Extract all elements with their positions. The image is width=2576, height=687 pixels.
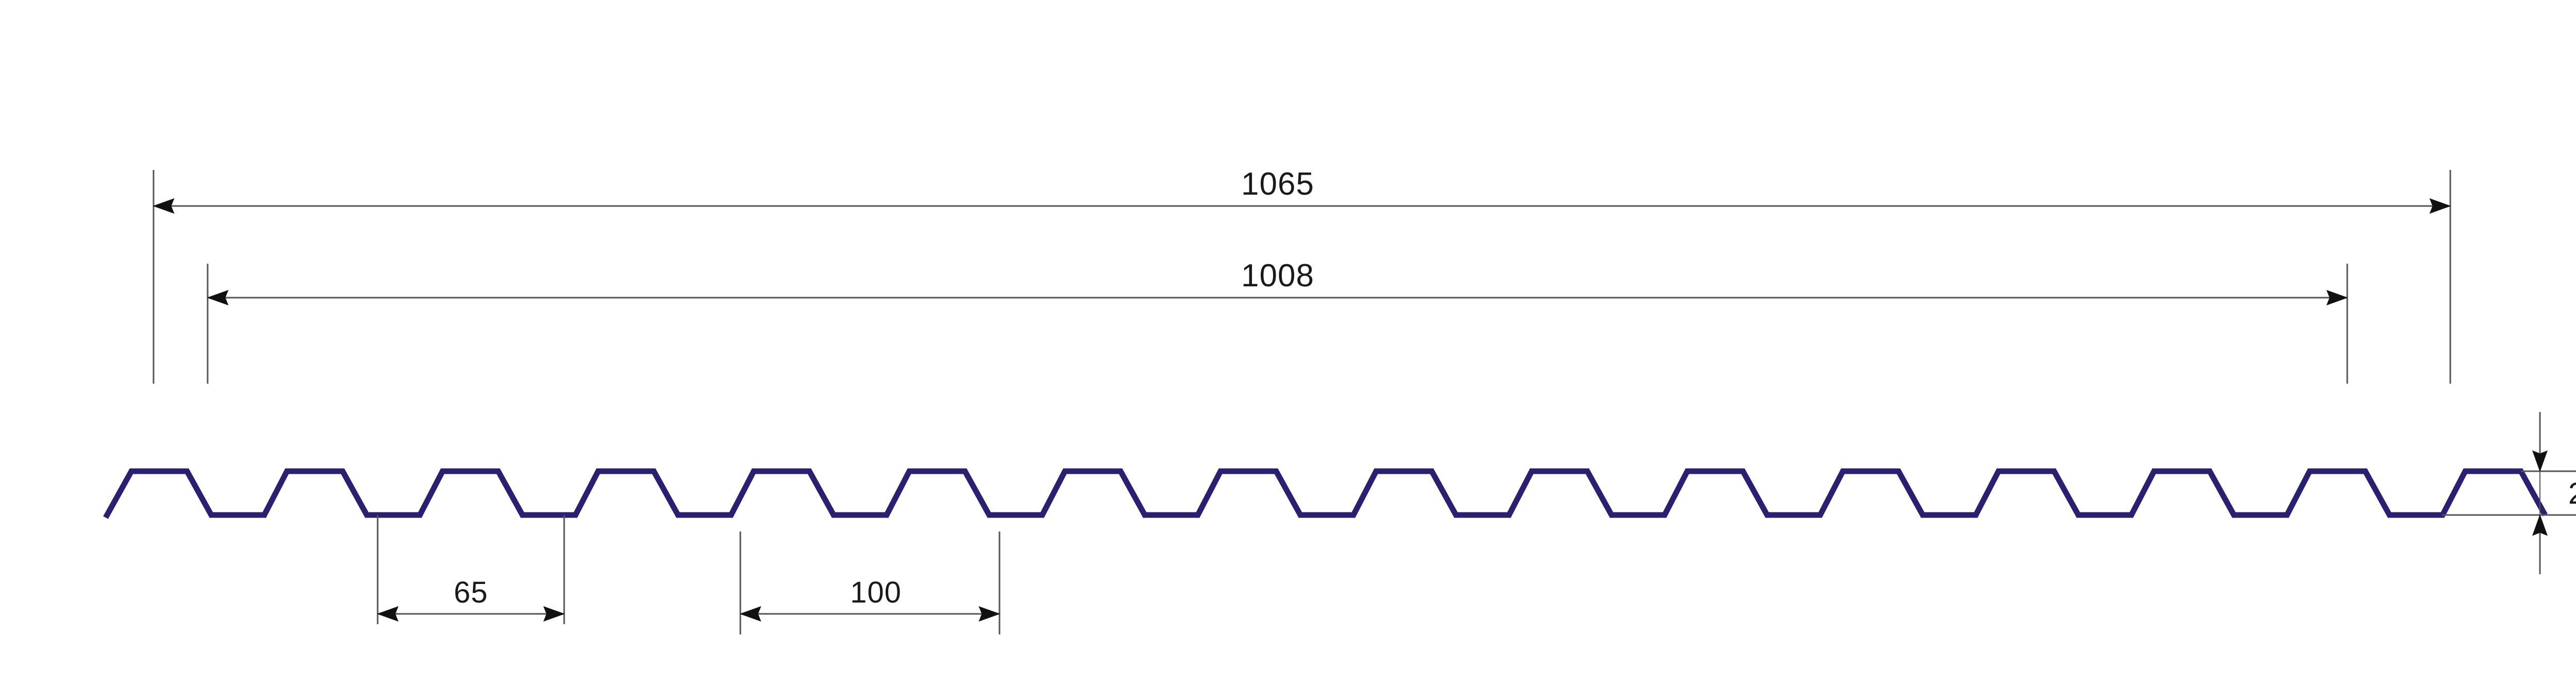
dimension-rib-base-width: 65 xyxy=(377,515,565,624)
dimension-useful-width: 1008 xyxy=(207,258,2348,305)
dim-label-height: 21 мм xyxy=(2568,477,2576,510)
sheet-profile-outline xyxy=(103,468,2548,519)
dim-label-65: 65 xyxy=(454,576,488,609)
dim-label-1065: 1065 xyxy=(1241,166,1314,202)
dimension-profile-height: 21 мм xyxy=(2442,412,2576,574)
dim-label-1008: 1008 xyxy=(1241,258,1314,294)
dim-label-100: 100 xyxy=(850,576,902,609)
dimension-overall-width: 1065 xyxy=(152,166,2451,214)
dimension-rib-pitch: 100 xyxy=(739,531,1001,634)
